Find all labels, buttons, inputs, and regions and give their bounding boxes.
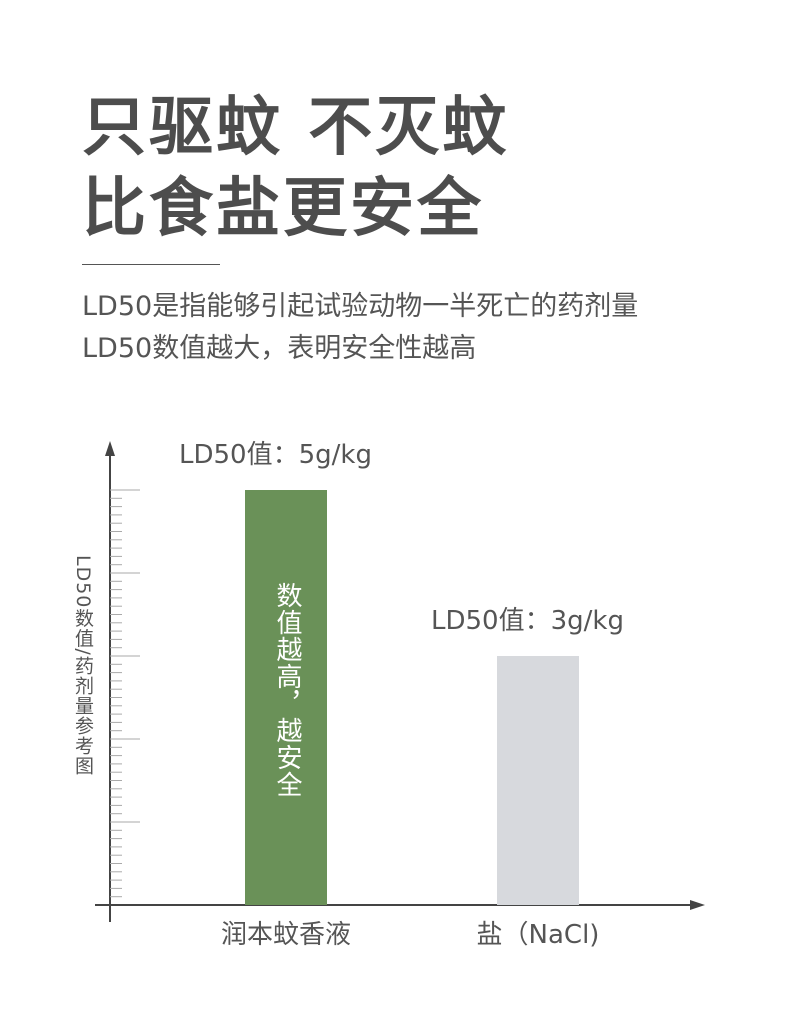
x-axis-arrow [690,900,705,910]
bar-annotation: 数值越高，越安全 [272,582,302,798]
description-line-1: LD50是指能够引起试验动物一半死亡的药剂量 [82,291,639,322]
description-line-2: LD50数值越大，表明安全性越高 [82,333,477,364]
bar-value-label-2: LD50值：3g/kg [431,606,624,636]
headline-line-1: 只驱蚊 不灭蚊 [82,91,510,165]
bar-2 [497,656,579,905]
x-category-label-2: 盐（NaCl) [477,920,600,950]
headline-line-2: 比食盐更安全 [82,172,484,246]
title-divider [82,264,220,265]
bar-value-label-1: LD50值：5g/kg [179,440,372,470]
y-axis-label: LD50数值/药剂量参考图 [72,555,94,776]
x-category-label-1: 润本蚊香液 [221,920,351,950]
y-axis-arrow [105,441,115,456]
bar-1 [245,490,327,905]
